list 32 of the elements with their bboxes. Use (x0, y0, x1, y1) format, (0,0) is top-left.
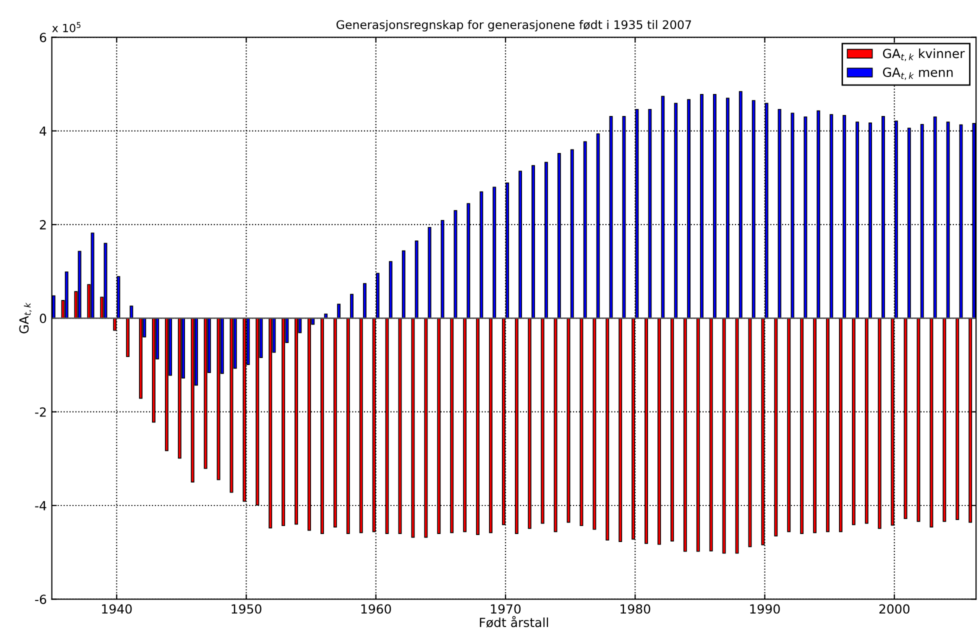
bar (130, 306, 134, 319)
bar (64, 271, 68, 319)
legend-label: GA$_{t,k}$ menn (882, 68, 953, 80)
y-axis-title: GA$_{t,k}$ (19, 302, 32, 334)
x-axis-title: Født årstall (480, 616, 548, 628)
text: x 10$^{5}$ (52, 22, 80, 32)
bar (126, 318, 130, 358)
y-tick-label: 4 (40, 126, 46, 136)
bar (402, 250, 406, 319)
chart-title: Generasjonsregnskap for generasjonene født i 1935 til 2007 (336, 20, 692, 32)
bar (414, 240, 418, 319)
x-tick-label: 1980 (620, 604, 650, 614)
bar (350, 294, 354, 319)
bar (78, 250, 82, 319)
bar (337, 304, 341, 319)
x-tick-label: 1960 (361, 604, 391, 614)
y-tick-label: -6 (35, 594, 46, 604)
x-tick-label: 2000 (879, 604, 910, 614)
bar (363, 283, 366, 319)
x-tick-label: 1970 (490, 604, 521, 614)
x-tick-label: 1940 (102, 604, 132, 614)
y-tick-label: -2 (35, 407, 46, 417)
y-tick-label: 6 (40, 32, 46, 42)
y-tick-label: 0 (40, 314, 46, 324)
x-tick-label: 1990 (750, 604, 780, 614)
legend-label: GA$_{t,k}$ kvinner (882, 48, 965, 62)
y-tick-label: 2 (40, 220, 46, 230)
x-tick-label: 1950 (232, 604, 262, 614)
bar (388, 261, 392, 319)
bar (139, 318, 142, 399)
bar (428, 226, 432, 319)
y-tick-label: -4 (35, 501, 46, 510)
